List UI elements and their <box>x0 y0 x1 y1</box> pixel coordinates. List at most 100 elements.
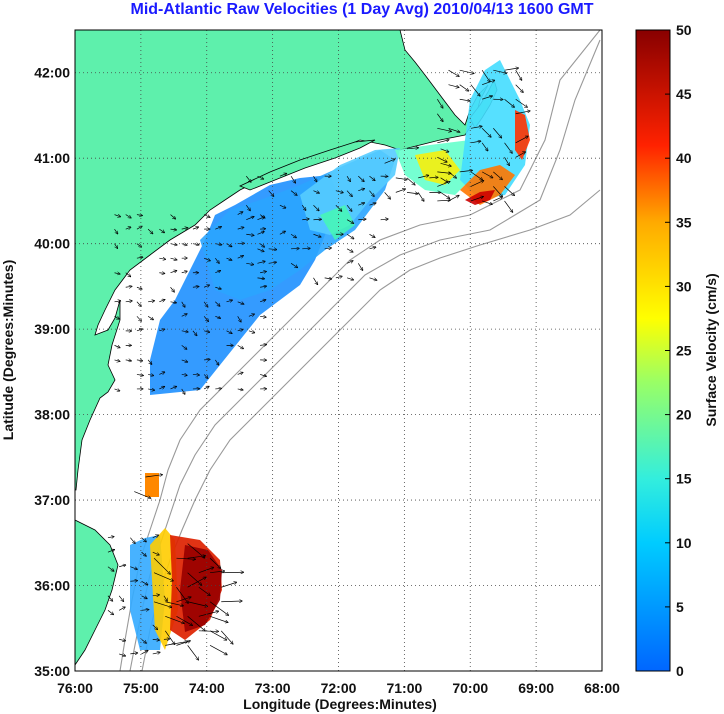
velocity-arrow <box>226 258 232 260</box>
velocity-arrow <box>346 219 353 224</box>
y-tick-label: 37:00 <box>34 492 70 508</box>
velocity-arrow <box>257 278 264 279</box>
velocity-arrow <box>335 204 342 211</box>
velocity-arrow <box>136 329 142 331</box>
colorbar-tick-label: 10 <box>676 535 692 551</box>
velocity-arrow <box>136 257 143 258</box>
velocity-arrow <box>170 386 177 390</box>
velocity-arrow <box>448 69 459 76</box>
velocity-arrow <box>181 314 187 316</box>
velocity-arrow <box>170 258 177 260</box>
velocity-arrow <box>237 316 241 321</box>
velocity-arrow <box>493 197 502 202</box>
velocity-arrow <box>209 630 227 640</box>
velocity-arrow <box>159 228 164 232</box>
velocity-arrow <box>203 386 209 388</box>
velocity-region-nj-warm <box>320 205 355 240</box>
velocity-arrow <box>448 195 459 202</box>
plot-frame <box>74 29 603 672</box>
velocity-arrow <box>313 175 316 181</box>
x-tick-label: 72:00 <box>321 680 357 696</box>
velocity-arrow <box>176 558 195 559</box>
velocity-arrow <box>437 99 442 108</box>
velocity-arrow <box>257 261 265 263</box>
velocity-arrow <box>141 595 147 599</box>
velocity-arrow <box>440 148 449 152</box>
velocity-arrow <box>114 273 120 274</box>
velocity-arrow <box>107 595 113 601</box>
velocity-arrow <box>114 316 120 319</box>
velocity-arrow <box>246 217 254 221</box>
velocity-vectors <box>107 68 530 660</box>
velocity-arrow <box>369 233 374 237</box>
velocity-arrow <box>335 191 343 193</box>
velocity-arrow <box>119 639 125 640</box>
velocity-arrow <box>170 302 177 303</box>
velocity-arrow <box>192 227 198 229</box>
velocity-arrow <box>248 331 255 333</box>
velocity-arrow <box>237 212 243 215</box>
velocity-arrow <box>176 587 188 603</box>
velocity-arrow <box>418 175 428 179</box>
velocity-arrow <box>209 645 227 654</box>
velocity-region-chesapeake <box>145 473 159 497</box>
velocity-arrow <box>279 231 285 235</box>
x-tick-label: 68:00 <box>584 680 620 696</box>
long-island <box>238 139 376 191</box>
velocity-arrow <box>147 316 153 319</box>
y-axis-ticks: 35:00 36:00 37:00 38:00 39:00 40:00 41:00 42:00 <box>34 65 70 679</box>
velocity-arrow <box>346 204 352 211</box>
velocity-arrow <box>515 152 526 158</box>
velocity-arrow <box>226 330 232 334</box>
velocity-arrow <box>181 244 187 245</box>
velocity-arrow <box>481 200 492 204</box>
velocity-arrow <box>141 651 148 655</box>
velocity-arrow <box>259 300 266 302</box>
velocity-arrow <box>215 388 221 389</box>
velocity-arrow <box>204 331 209 332</box>
velocity-arrow <box>515 111 530 115</box>
velocity-arrow <box>165 601 183 606</box>
velocity-arrow <box>482 96 492 100</box>
velocity-arrow <box>165 615 184 623</box>
velocity-arrow <box>141 639 147 643</box>
chart-title: Mid-Atlantic Raw Velocities (1 Day Avg) … <box>130 1 594 18</box>
velocity-arrow <box>215 301 219 306</box>
velocity-arrow <box>114 215 121 217</box>
velocity-arrow <box>130 537 135 544</box>
velocity-arrow <box>152 535 159 538</box>
velocity-arrow <box>290 175 295 183</box>
x-axis-label: Longitude (Degrees:Minutes) <box>243 696 437 712</box>
y-tick-label: 40:00 <box>34 236 70 252</box>
velocity-region-east-edge <box>515 110 530 160</box>
velocity-arrow <box>260 345 266 346</box>
velocity-arrow <box>470 141 481 143</box>
velocity-arrow <box>257 217 264 221</box>
velocity-arrow <box>395 189 405 193</box>
velocity-arrow <box>198 631 218 632</box>
velocity-arrow <box>324 278 332 279</box>
colorbar-label: Surface Velocity (cm/s) <box>703 273 719 426</box>
velocity-arrow <box>125 272 131 277</box>
velocity-arrow <box>493 186 502 196</box>
velocity-arrow <box>369 175 374 180</box>
y-tick-label: 41:00 <box>34 150 70 166</box>
velocity-arrow <box>437 140 448 144</box>
velocity-arrow <box>335 276 342 278</box>
velocity-arrow <box>136 316 141 321</box>
velocity-arrow <box>515 69 522 80</box>
velocity-arrow <box>226 243 232 247</box>
velocity-arrow <box>437 113 443 122</box>
colorbar <box>635 29 671 672</box>
velocity-arrow <box>246 234 253 235</box>
velocity-arrow <box>237 301 244 304</box>
velocity-arrow <box>114 301 121 302</box>
velocity-arrow <box>357 263 362 270</box>
velocity-arrow <box>237 227 244 229</box>
velocity-arrow <box>152 551 159 555</box>
velocity-arrow <box>114 243 118 249</box>
x-tick-label: 71:00 <box>386 680 422 696</box>
velocity-arrow <box>125 286 132 287</box>
velocity-arrow <box>159 387 164 389</box>
velocity-arrow <box>145 475 162 478</box>
